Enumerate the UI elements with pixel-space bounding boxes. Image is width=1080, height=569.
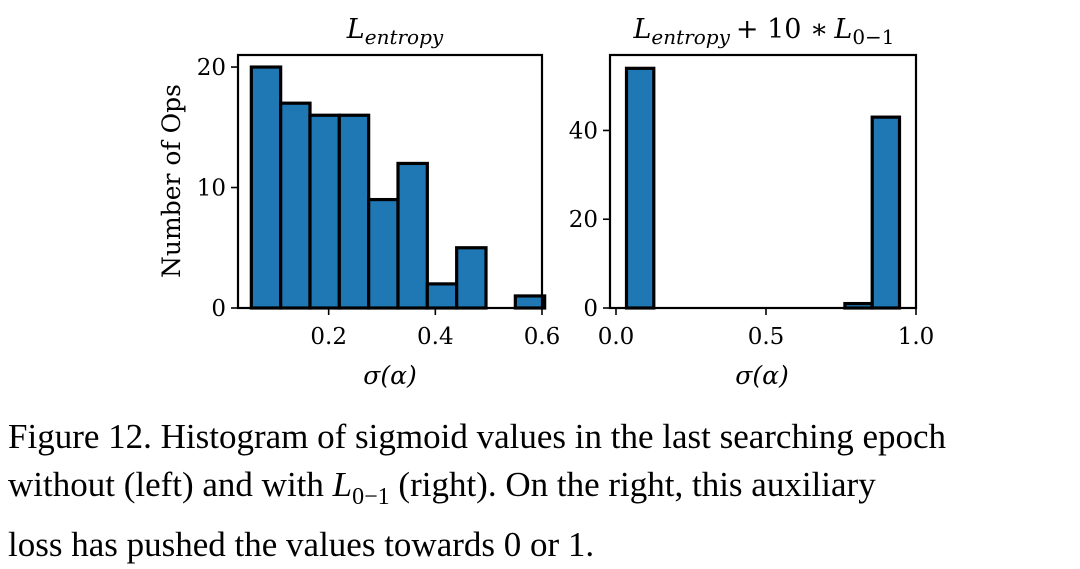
right-x-tick-label: 1.0 — [898, 324, 935, 350]
left-axis-ticks: 0.2 0.4 0.6 0 10 20 — [197, 55, 561, 350]
right-y-tick-label: 40 — [569, 118, 598, 144]
left-y-tick-label: 10 — [197, 176, 226, 202]
right-bars — [624, 66, 902, 310]
left-histogram-bar — [279, 101, 312, 310]
right-x-axis-label: σ(α) — [735, 361, 788, 390]
right-chart-title: Lentropy + 10 ∗ L0−1 — [632, 14, 894, 49]
left-plot-frame — [236, 53, 544, 310]
caption-line-3: loss has pushed the values towards 0 or … — [8, 525, 595, 564]
right-histogram-bar — [870, 115, 902, 310]
right-plot-frame — [608, 53, 918, 310]
left-histogram-bar — [308, 113, 341, 310]
left-y-axis-label: Number of Ops — [157, 84, 186, 278]
left-histogram-bar — [513, 294, 547, 310]
right-axis-ticks: 0.0 0.5 1.0 0 20 40 — [569, 118, 935, 350]
left-x-axis-label: σ(α) — [363, 361, 416, 390]
caption-math-l: L0−1 — [332, 465, 390, 510]
right-y-tick-label: 20 — [569, 207, 598, 233]
left-x-tick-label: 0.6 — [524, 324, 561, 350]
left-y-tick-label: 20 — [197, 55, 226, 81]
left-histogram-bar — [249, 65, 283, 310]
left-histogram-bar — [367, 197, 400, 310]
caption-line-2-start: without (left) and with — [8, 465, 333, 504]
figure: Lentropy 0.2 0.4 0.6 0 10 20 Number of Ops σ(… — [157, 14, 935, 390]
left-histogram-bar — [396, 161, 429, 310]
right-histogram-bar — [624, 66, 656, 310]
left-histogram-bar — [337, 113, 371, 310]
figure-caption: Figure 12. Histogram of sigmoid values i… — [8, 413, 1074, 569]
left-chart-title: Lentropy — [346, 14, 444, 49]
left-histogram-bar — [455, 246, 488, 310]
right-histogram-panel: Lentropy + 10 ∗ L0−1 0.0 0.5 1.0 0 20 40 σ(α) — [569, 14, 935, 390]
left-x-tick-label: 0.4 — [417, 324, 454, 350]
left-bars — [249, 65, 547, 310]
right-x-tick-label: 0.5 — [748, 324, 785, 350]
right-x-tick-label: 0.0 — [598, 324, 635, 350]
right-y-tick-label: 0 — [583, 296, 598, 322]
left-x-tick-label: 0.2 — [310, 324, 347, 350]
caption-line-2: without (left) and with L0−1 (right). On… — [8, 461, 1074, 521]
caption-line-2-end: (right). On the right, this auxiliary — [389, 465, 876, 504]
left-y-tick-label: 0 — [211, 296, 226, 322]
left-histogram-bar — [425, 282, 459, 310]
left-histogram-panel: Lentropy 0.2 0.4 0.6 0 10 20 Number of Ops σ(… — [157, 14, 560, 390]
caption-line-1: Figure 12. Histogram of sigmoid values i… — [8, 417, 947, 456]
